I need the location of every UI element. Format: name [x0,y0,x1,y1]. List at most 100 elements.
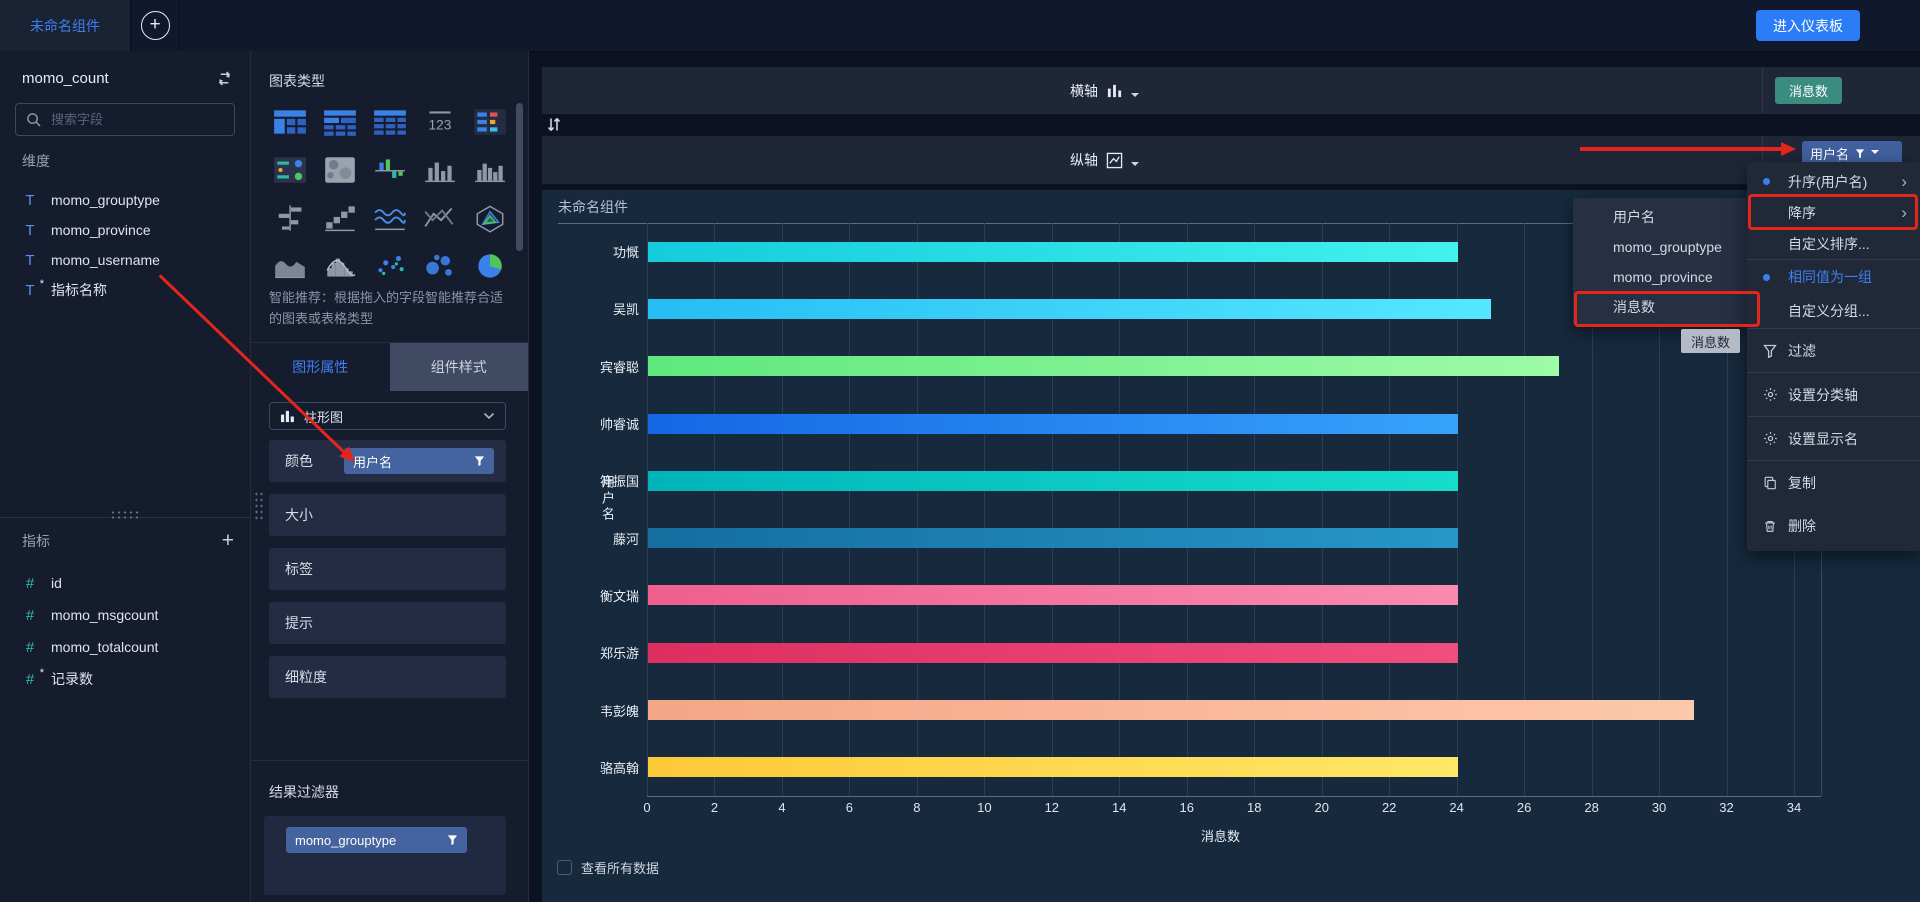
area-icon[interactable] [265,242,315,290]
y-category-label: 骆高翰 [599,760,639,776]
table-grid-icon[interactable] [365,98,415,146]
drag-tooltip-badge: 消息数 [1681,329,1741,353]
show-all-data-checkbox[interactable] [557,860,572,875]
x-axis-label: 横轴 [1070,82,1098,99]
show-all-data-label: 查看所有数据 [581,861,660,876]
submenu-item-momo_province[interactable]: momo_province [1613,269,1713,285]
y-axis-dropzone[interactable]: 纵轴 [542,136,1920,184]
metric-field-momo_totalcount[interactable]: # momo_totalcount [22,631,240,663]
radar-icon[interactable] [465,194,515,242]
bar-符振国[interactable] [648,470,1458,491]
component-tab[interactable]: 未命名组件 [0,0,131,51]
menu-item-相同值为一组[interactable]: 相同值为一组 [1747,260,1920,294]
menu-item-label: 相同值为一组 [1788,269,1872,285]
line-cross-icon[interactable] [415,194,465,242]
histogram-icon[interactable] [315,242,365,290]
tab-graphic-properties[interactable]: 图形属性 [251,343,390,391]
table-pivot-icon[interactable] [265,98,315,146]
tab-component-style[interactable]: 组件样式 [389,343,528,391]
x-tick-label: 22 [1381,800,1397,815]
menu-item-设置分类轴[interactable]: 设置分类轴 [1747,373,1920,416]
y-category-label: 藤河 [612,531,639,547]
add-metric-button[interactable]: + [221,529,234,552]
swap-axes-button[interactable] [547,115,561,134]
property-dropzone-细粒度[interactable]: 细粒度 [269,656,506,698]
text-field-icon: T [25,251,35,269]
menu-item-降序[interactable]: 降序 › [1747,197,1920,228]
bar-郑乐游[interactable] [648,642,1458,663]
add-component-button[interactable]: + [131,0,180,51]
y-category-label: 衡文瑞 [599,588,639,604]
property-dropzone-大小[interactable]: 大小 [269,494,506,536]
result-filter-dropzone[interactable]: momo_grouptype [264,816,506,895]
map-icon[interactable] [315,146,365,194]
metric-field-记录数[interactable]: # * 记录数 [22,663,240,695]
property-dropzone-标签[interactable]: 标签 [269,548,506,590]
y-category-label: 符振国 [599,474,639,490]
metric-field-id[interactable]: # id [22,567,240,599]
waterfall-icon[interactable] [315,194,365,242]
property-label: 细粒度 [285,669,327,685]
pie-icon[interactable] [465,242,515,290]
swap-dataset-icon[interactable] [215,69,234,88]
bar-帅睿诚[interactable] [648,413,1458,434]
metric-field-momo_msgcount[interactable]: # momo_msgcount [22,599,240,631]
y-axis-field-chip[interactable]: 用户名 [1802,141,1902,165]
x-axis-dropzone[interactable]: 横轴 消息数 [542,67,1920,114]
selected-dot [1763,178,1770,185]
copy-icon [1763,476,1781,490]
resize-handle[interactable] [110,510,140,521]
bar-藤河[interactable] [648,528,1458,549]
bar-功慨[interactable] [648,241,1458,262]
bubble-icon[interactable] [415,242,465,290]
dimension-field-指标名称[interactable]: T * 指标名称 [22,275,240,305]
menu-item-设置显示名[interactable]: 设置显示名 [1747,417,1920,460]
x-tick-label: 8 [913,800,921,815]
bar-chart-icon[interactable] [415,146,465,194]
menu-item-删除[interactable]: 删除 [1747,504,1920,547]
scatter-icon[interactable] [365,242,415,290]
color-field-chip[interactable]: 用户名 [344,448,494,474]
chart-type-scrollbar[interactable] [516,103,523,251]
menu-item-升序(用户名)[interactable]: 升序(用户名) › [1747,166,1920,197]
bar-colored-icon[interactable] [365,146,415,194]
x-tick-label: 16 [1179,800,1194,815]
submenu-item-消息数[interactable]: 消息数 [1613,299,1655,315]
submenu-item-momo_grouptype[interactable]: momo_grouptype [1613,239,1722,255]
bar-骆高翰[interactable] [648,757,1458,778]
kpi-card-icon[interactable] [265,146,315,194]
bar-吴凯[interactable] [648,298,1492,319]
chart-style-select[interactable]: 柱形图 [269,402,506,430]
bar-衡文瑞[interactable] [648,585,1458,606]
menu-item-复制[interactable]: 复制 [1747,461,1920,504]
bar-horizontal-icon[interactable] [265,194,315,242]
result-filter-chip[interactable]: momo_grouptype [286,827,467,853]
property-dropzone-颜色[interactable]: 颜色 用户名 [269,440,506,482]
table-colored-icon[interactable] [465,98,515,146]
bar-chart-2-icon[interactable] [465,146,515,194]
y-axis-label-group[interactable]: 纵轴 [1070,136,1139,184]
number-123-icon[interactable]: 123 [415,98,465,146]
x-axis-label-group[interactable]: 横轴 [1070,67,1139,114]
caret-down-icon [1131,92,1139,101]
y-category-label: 郑乐游 [599,646,639,662]
dataset-name: momo_count [22,70,109,87]
bar-宾睿聪[interactable] [648,356,1559,377]
submenu-item-用户名[interactable]: 用户名 [1613,209,1655,225]
table-header-icon[interactable] [315,98,365,146]
enter-dashboard-button[interactable]: 进入仪表板 [1756,10,1860,41]
wave-lines-icon[interactable] [365,194,415,242]
menu-item-自定义分组...[interactable]: 自定义分组... [1747,294,1920,328]
menu-item-自定义排序...[interactable]: 自定义排序... [1747,228,1920,259]
search-input[interactable] [49,111,224,128]
bar-韦彭魄[interactable] [648,700,1694,721]
property-dropzone-提示[interactable]: 提示 [269,602,506,644]
x-axis-line [647,796,1821,797]
measure-badge[interactable]: 消息数 [1775,77,1843,104]
y-axis-label: 纵轴 [1070,152,1098,168]
menu-item-过滤[interactable]: 过滤 [1747,329,1920,372]
drag-handle[interactable] [254,491,265,521]
